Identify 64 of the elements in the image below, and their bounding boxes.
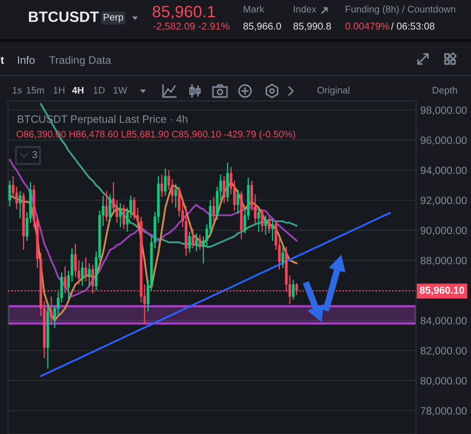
text: Depth — [432, 86, 457, 96]
y-tick-label: 88,000.00 — [420, 256, 467, 266]
candlestick — [292, 279, 295, 300]
y-tick-label: 98,000.00 — [420, 106, 467, 116]
candlestick — [160, 174, 164, 198]
candlestick — [174, 183, 178, 208]
candlestick — [88, 262, 91, 288]
candlestick — [236, 189, 240, 214]
text: 1H — [54, 86, 64, 94]
y-tick-label: 78,000.00 — [420, 407, 467, 416]
candlestick — [264, 214, 267, 236]
text: Info — [18, 56, 35, 64]
candlestick — [105, 190, 108, 222]
candlestick — [268, 216, 270, 234]
text: 1s — [12, 86, 22, 94]
y-tick-label: 94,000.00 — [420, 166, 467, 176]
text: 1W — [114, 86, 128, 94]
text: 85,966.0 — [243, 22, 281, 31]
y-tick-label: 84,000.00 — [420, 316, 467, 326]
candlestick — [81, 261, 84, 286]
candlestick — [222, 176, 226, 204]
text: BTCUSDT — [28, 11, 99, 22]
candlestick — [271, 219, 274, 242]
text: 85,960.1 — [152, 6, 215, 20]
y-tick-label: 96,000.00 — [420, 136, 467, 146]
candlestick — [198, 234, 202, 250]
candlestick — [119, 202, 122, 228]
line-series — [40, 212, 391, 378]
text: 4H — [72, 86, 84, 94]
y-tick-label: 90,000.00 — [420, 226, 467, 236]
candlestick — [195, 232, 198, 252]
candlestick — [257, 207, 260, 232]
text: Funding (8h) / Countdown — [346, 6, 456, 14]
text: t — [0, 56, 4, 64]
ref-line-label: 85,960.10 — [420, 286, 464, 296]
candlestick — [164, 168, 167, 196]
annotation: 3 — [32, 151, 38, 158]
y-tick-label: 80,000.00 — [420, 377, 467, 386]
text: Original — [317, 86, 350, 96]
line-series — [8, 158, 298, 298]
y-tick-label: 82,000.00 — [420, 347, 467, 356]
text: 15m — [26, 86, 44, 94]
candlestick — [18, 190, 22, 219]
candlestick — [108, 194, 112, 222]
candlestick — [192, 228, 194, 249]
candlestick — [8, 180, 12, 207]
text: -2,582.09 -2.91% — [153, 22, 230, 31]
text: Mark — [244, 6, 264, 13]
text: / 06:53:08 — [391, 22, 434, 30]
y-tick-label: 92,000.00 — [420, 196, 467, 206]
candlestick — [188, 231, 191, 254]
candlestick — [64, 266, 66, 294]
candlestick — [260, 208, 264, 232]
candlestick — [122, 204, 126, 230]
candlestick — [282, 244, 284, 268]
candlestick — [50, 296, 53, 326]
text: Trading Data — [49, 56, 112, 66]
text: 85,990.8 — [293, 22, 331, 31]
text: 0.00479% — [345, 22, 390, 30]
text: 1D — [94, 86, 105, 94]
text: Perp — [104, 14, 124, 23]
candlestick — [84, 256, 88, 282]
candlestick — [212, 196, 216, 222]
text: Index — [294, 6, 316, 13]
